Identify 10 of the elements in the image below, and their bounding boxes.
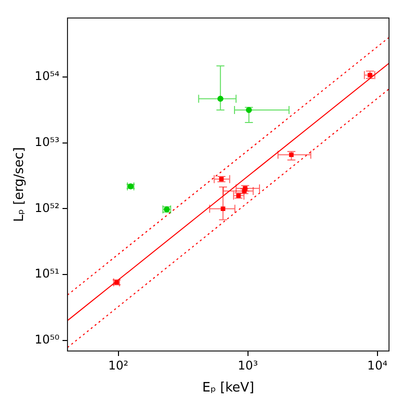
y-tick-label: 10⁵⁴ [34, 69, 60, 84]
y-tick-label: 10⁵³ [34, 135, 60, 150]
x-tick-label: 10⁴ [367, 358, 388, 372]
y-tick-label: 10⁵¹ [34, 266, 60, 281]
y-axis-title: Lₚ [erg/sec] [12, 147, 28, 222]
y-tick-label: 10⁵² [34, 200, 60, 215]
x-tick-label: 10³ [238, 358, 258, 372]
x-axis-title: Eₚ [keV] [202, 380, 254, 396]
x-tick-label: 10² [108, 358, 129, 372]
y-tick-label: 10⁵⁰ [34, 332, 60, 347]
